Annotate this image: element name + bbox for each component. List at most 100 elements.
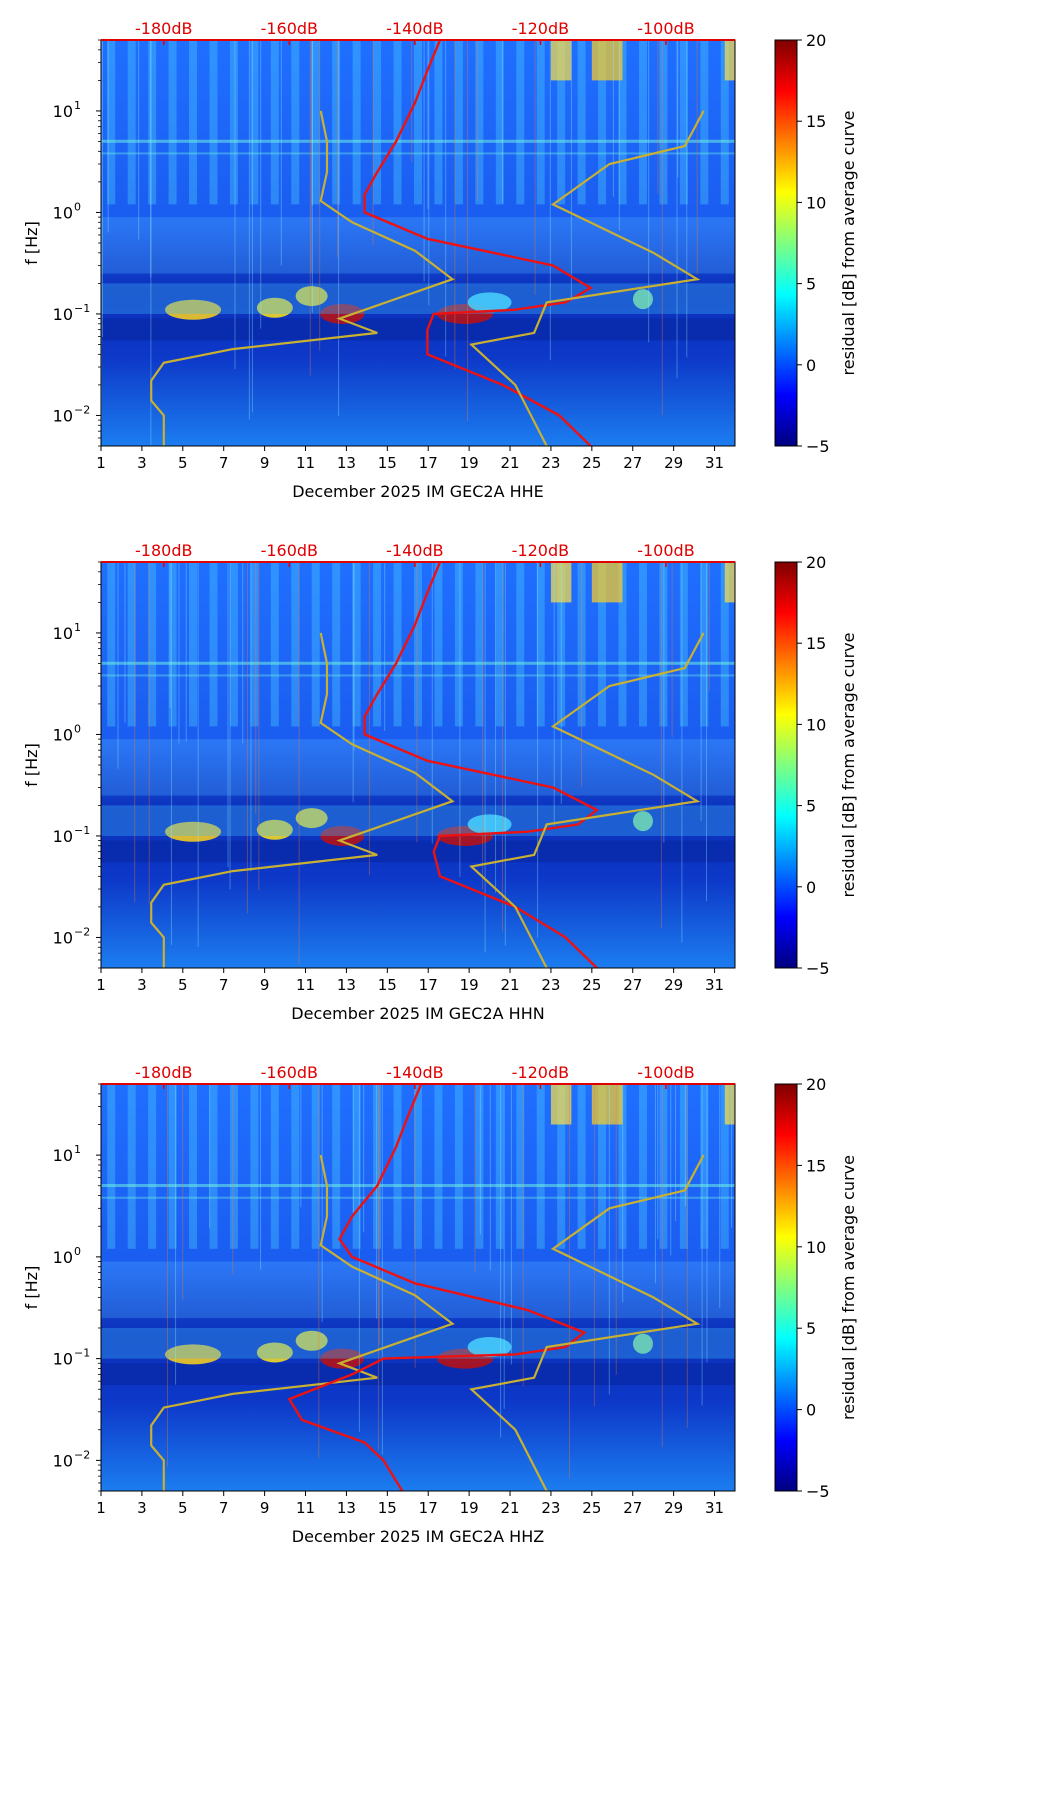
x-tick-label: 21 — [500, 454, 519, 472]
y-tick-label: 10 — [53, 1248, 73, 1267]
colorbar-tick-label: −5 — [806, 437, 830, 456]
x-tick-label: 23 — [541, 454, 560, 472]
x-tick-label: 17 — [419, 976, 438, 994]
x-tick-label: 7 — [219, 976, 229, 994]
colorbar-tick-label: 5 — [806, 275, 816, 294]
median-psd-curve — [287, 1084, 587, 1491]
y-tick-exponent: 0 — [74, 722, 81, 735]
x-tick-label: 31 — [705, 976, 724, 994]
y-tick-exponent: −2 — [74, 925, 90, 938]
colorbar — [774, 561, 798, 969]
x-tick-label: 5 — [178, 976, 188, 994]
db-tick-label: -140dB — [386, 541, 443, 560]
x-tick-label: 7 — [219, 1499, 229, 1517]
x-tick-label: 3 — [137, 454, 147, 472]
x-tick-label: 17 — [419, 454, 438, 472]
y-tick-label: 10 — [53, 725, 73, 744]
spectrogram-image — [101, 562, 735, 968]
db-tick-label: -160dB — [261, 541, 318, 560]
x-tick-label: 13 — [337, 976, 356, 994]
x-tick-label: 15 — [378, 976, 397, 994]
y-tick-label: 10 — [53, 203, 73, 222]
x-tick-label: 19 — [460, 454, 479, 472]
x-axis-label: December 2025 IM GEC2A HHE — [292, 482, 544, 501]
x-tick-label: 15 — [378, 1499, 397, 1517]
db-tick-label: -180dB — [135, 19, 192, 38]
y-tick-label: 10 — [53, 1146, 73, 1165]
x-tick-label: 23 — [541, 1499, 560, 1517]
db-tick-label: -120dB — [512, 19, 569, 38]
y-tick-label: 10 — [53, 1451, 73, 1470]
x-tick-label: 9 — [260, 454, 270, 472]
x-tick-label: 27 — [623, 1499, 642, 1517]
y-axis-label: f [Hz] — [22, 743, 41, 787]
colorbar-tick-label: 15 — [806, 112, 826, 131]
y-tick-exponent: 1 — [74, 621, 81, 634]
colorbar-tick-label: 0 — [806, 878, 816, 897]
y-tick-label: 10 — [53, 928, 73, 947]
x-tick-label: 7 — [219, 454, 229, 472]
x-tick-label: 31 — [705, 1499, 724, 1517]
y-axis-label: f [Hz] — [22, 221, 41, 265]
x-tick-label: 23 — [541, 976, 560, 994]
y-tick-exponent: 0 — [74, 1245, 81, 1258]
x-tick-label: 1 — [96, 976, 106, 994]
x-tick-label: 19 — [460, 976, 479, 994]
x-tick-label: 9 — [260, 1499, 270, 1517]
y-tick-exponent: −1 — [74, 1347, 90, 1360]
y-tick-label: 10 — [53, 102, 73, 121]
spectrogram-image — [101, 40, 735, 446]
x-tick-label: 1 — [96, 454, 106, 472]
db-tick-label: -140dB — [386, 19, 443, 38]
colorbar-tick-label: 0 — [806, 1401, 816, 1420]
x-tick-label: 1 — [96, 1499, 106, 1517]
y-tick-exponent: −2 — [74, 403, 90, 416]
colorbar-tick-label: 5 — [806, 1319, 816, 1338]
y-tick-label: 10 — [53, 827, 73, 846]
x-tick-label: 5 — [178, 454, 188, 472]
colorbar-tick-label: 20 — [806, 31, 826, 50]
median-psd-curve — [363, 40, 593, 446]
colorbar-tick-label: 10 — [806, 715, 826, 734]
x-tick-label: 17 — [419, 1499, 438, 1517]
colorbar-tick-label: 10 — [806, 193, 826, 212]
y-tick-label: 10 — [53, 305, 73, 324]
y-tick-label: 10 — [53, 406, 73, 425]
colorbar-tick-label: 20 — [806, 553, 826, 572]
x-tick-label: 25 — [582, 1499, 601, 1517]
db-tick-label: -120dB — [512, 1063, 569, 1082]
db-tick-label: -160dB — [261, 19, 318, 38]
noise-model-low-curve — [150, 1154, 455, 1491]
db-tick-label: -100dB — [637, 541, 694, 560]
colorbar-label: residual [dB] from average curve — [839, 633, 858, 898]
colorbar-label: residual [dB] from average curve — [839, 1155, 858, 1420]
x-tick-label: 3 — [137, 976, 147, 994]
x-tick-label: 25 — [582, 454, 601, 472]
x-tick-label: 29 — [664, 454, 683, 472]
colorbar-label: residual [dB] from average curve — [839, 111, 858, 376]
colorbar — [774, 1083, 798, 1492]
noise-model-low-curve — [150, 632, 455, 968]
y-tick-exponent: −1 — [74, 302, 90, 315]
db-tick-label: -100dB — [637, 1063, 694, 1082]
colorbar-tick-label: 10 — [806, 1238, 826, 1257]
noise-model-high-curve — [469, 110, 705, 446]
colorbar-tick-label: 0 — [806, 356, 816, 375]
y-tick-exponent: 0 — [74, 200, 81, 213]
y-tick-exponent: −2 — [74, 1448, 90, 1461]
db-tick-label: -120dB — [512, 541, 569, 560]
db-tick-label: -180dB — [135, 541, 192, 560]
x-tick-label: 27 — [623, 454, 642, 472]
noise-model-low-curve — [150, 110, 455, 446]
db-tick-label: -100dB — [637, 19, 694, 38]
y-tick-label: 10 — [53, 1350, 73, 1369]
x-tick-label: 15 — [378, 454, 397, 472]
x-tick-label: 13 — [337, 454, 356, 472]
y-tick-exponent: 1 — [74, 99, 81, 112]
x-tick-label: 19 — [460, 1499, 479, 1517]
x-tick-label: 29 — [664, 976, 683, 994]
x-tick-label: 29 — [664, 1499, 683, 1517]
